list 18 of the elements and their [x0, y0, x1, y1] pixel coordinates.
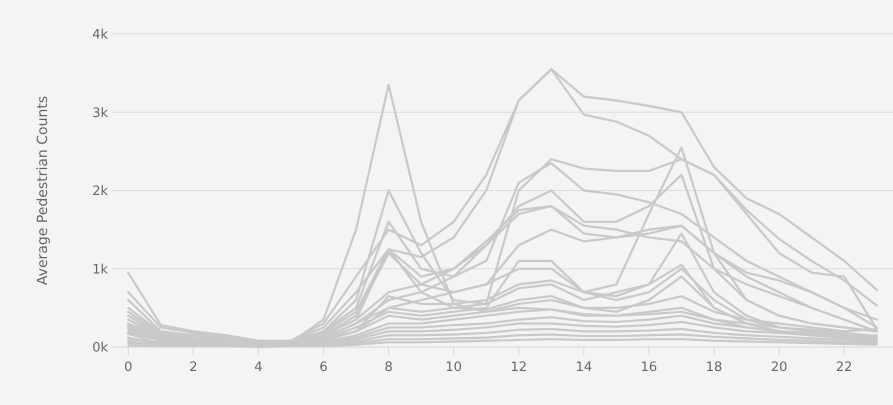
x-tick-label: 2: [189, 360, 198, 375]
y-tick-label: 0k: [92, 340, 108, 356]
x-tick-label: 12: [510, 360, 528, 375]
y-tick-label: 3k: [92, 106, 108, 121]
x-tick-label: 20: [770, 360, 788, 375]
x-tick-label: 16: [640, 360, 658, 375]
y-tick-label: 2k: [92, 184, 108, 200]
y-tick-label: 1k: [92, 262, 108, 278]
x-tick-label: 14: [576, 360, 592, 375]
x-tick-label: 6: [319, 360, 328, 375]
x-tick-label: 8: [384, 360, 393, 375]
y-axis-title: Average Pedestrian Counts: [35, 96, 51, 286]
x-tick-label: 22: [836, 360, 852, 375]
x-tick-label: 10: [445, 360, 462, 375]
x-tick-label: 18: [706, 360, 722, 375]
y-tick-label: 4k: [92, 28, 108, 43]
x-tick-label: 0: [124, 360, 132, 375]
x-tick-label: 4: [254, 360, 263, 375]
